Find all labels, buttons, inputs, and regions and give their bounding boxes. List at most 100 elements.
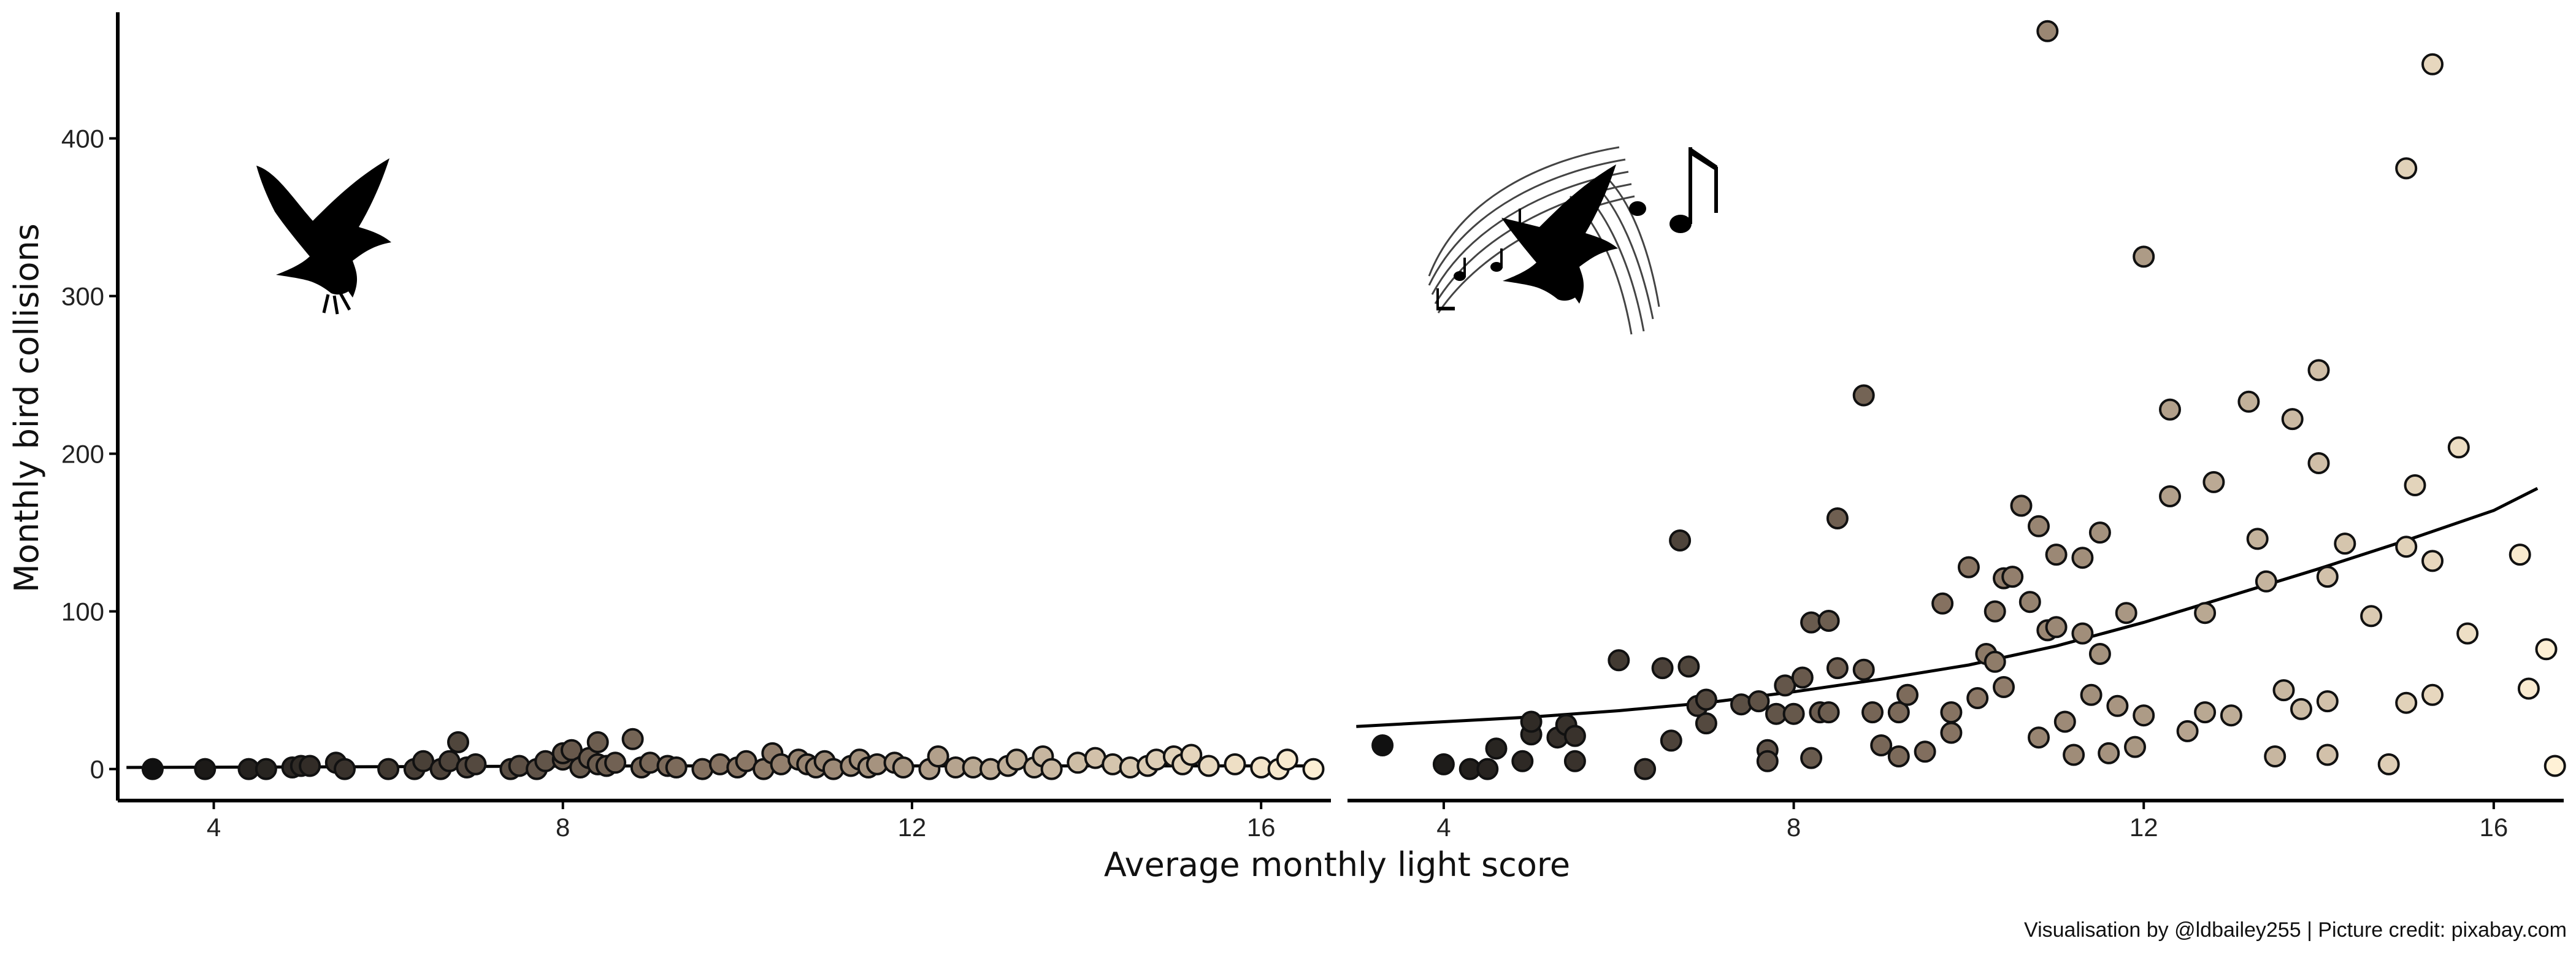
- data-point: [2071, 622, 2094, 645]
- data-point: [1476, 758, 1499, 780]
- data-point: [464, 753, 487, 775]
- data-point: [1432, 753, 1455, 775]
- data-point: [2202, 471, 2225, 493]
- x-tick-label: 12: [898, 813, 927, 842]
- data-point: [2395, 691, 2418, 714]
- data-point: [141, 758, 164, 780]
- data-point: [2509, 544, 2531, 566]
- data-point: [1782, 702, 1805, 725]
- data-point: [2194, 602, 2217, 625]
- x-tick-label: 4: [1436, 813, 1451, 842]
- data-point: [2071, 547, 2094, 569]
- data-point: [2053, 710, 2076, 733]
- data-point: [1870, 734, 1893, 756]
- data-point: [508, 755, 531, 777]
- data-point: [2063, 744, 2085, 766]
- trend-line: [1356, 486, 2539, 728]
- data-point: [1520, 710, 1543, 733]
- x-tick-label: 4: [207, 813, 221, 842]
- left-panel: 4 8 12 16 0 100 200 300 400: [61, 12, 1331, 842]
- data-point: [2316, 566, 2339, 588]
- data-point: [2517, 677, 2540, 700]
- data-point: [2159, 398, 2181, 421]
- data-point: [2290, 698, 2312, 720]
- data-point: [1826, 657, 1849, 680]
- data-point: [1896, 683, 1919, 706]
- data-point: [2194, 701, 2217, 724]
- data-point: [1957, 556, 1980, 578]
- data-point: [1102, 753, 1124, 775]
- data-point: [2159, 485, 2181, 507]
- data-point: [1563, 750, 1586, 772]
- data-point: [1747, 690, 1770, 713]
- data-point: [2316, 744, 2339, 766]
- data-point: [2018, 591, 2041, 613]
- data-point: [2543, 755, 2566, 777]
- data-point: [2176, 720, 2199, 742]
- data-point: [2098, 742, 2120, 764]
- data-point: [2334, 532, 2356, 555]
- data-point: [604, 751, 627, 774]
- data-point: [2106, 694, 2129, 717]
- data-point: [1984, 600, 2006, 623]
- data-point: [1887, 701, 1910, 724]
- data-point: [2421, 53, 2444, 75]
- data-point: [1914, 740, 1936, 763]
- data-point: [2316, 690, 2339, 713]
- data-point: [1669, 529, 1692, 552]
- data-point: [1197, 755, 1220, 777]
- data-point: [1940, 721, 1963, 744]
- data-point: [1660, 729, 1682, 752]
- data-point: [2001, 566, 2024, 588]
- data-point: [1695, 712, 1717, 735]
- data-point: [1826, 507, 1849, 529]
- data-point: [1931, 592, 1954, 615]
- data-point: [2281, 408, 2304, 431]
- data-point: [1563, 724, 1586, 747]
- data-point: [299, 755, 321, 777]
- data-point: [1511, 750, 1534, 772]
- data-point: [665, 756, 688, 778]
- data-point: [621, 728, 644, 750]
- data-point: [1695, 688, 1717, 711]
- data-point: [2272, 679, 2295, 702]
- data-point: [1371, 734, 1394, 756]
- data-point: [2377, 753, 2400, 775]
- data-point: [2028, 515, 2050, 537]
- data-point: [1817, 610, 1840, 632]
- data-point: [1852, 384, 1875, 407]
- y-tick-label: 400: [61, 125, 104, 153]
- data-point: [892, 756, 914, 778]
- data-point: [447, 731, 469, 753]
- data-point: [1276, 748, 1298, 771]
- x-axis-title: Average monthly light score: [1104, 845, 1570, 884]
- chart-caption: Visualisation by @ldbailey255 | Picture …: [2024, 918, 2567, 942]
- data-point: [1677, 655, 1700, 678]
- data-point: [1145, 748, 1168, 771]
- data-point: [2220, 704, 2242, 727]
- data-point: [194, 758, 217, 780]
- x-tick-label: 8: [556, 813, 570, 842]
- data-point: [2535, 638, 2558, 661]
- y-tick-label: 200: [61, 440, 104, 469]
- data-point: [1993, 676, 2015, 698]
- data-point: [639, 751, 661, 774]
- data-point: [1861, 701, 1884, 724]
- data-point: [377, 758, 400, 780]
- singing-bird-music-notes-icon: [1428, 146, 1718, 335]
- data-point: [2124, 736, 2146, 758]
- y-tick-label: 100: [61, 598, 104, 626]
- data-point: [927, 745, 949, 767]
- data-point: [1887, 745, 1910, 767]
- x-tick-label: 16: [2480, 813, 2509, 842]
- y-tick-label: 0: [90, 755, 104, 784]
- data-point: [2028, 726, 2050, 749]
- data-point: [2255, 570, 2277, 593]
- bird-silhouette-icon: [256, 158, 391, 315]
- data-point: [1791, 666, 1814, 689]
- data-point: [2036, 20, 2059, 42]
- x-tick-label: 8: [1787, 813, 1801, 842]
- data-point: [1940, 701, 1963, 724]
- right-panel: 4 8 12 16: [1347, 20, 2566, 842]
- data-point: [1485, 737, 1508, 760]
